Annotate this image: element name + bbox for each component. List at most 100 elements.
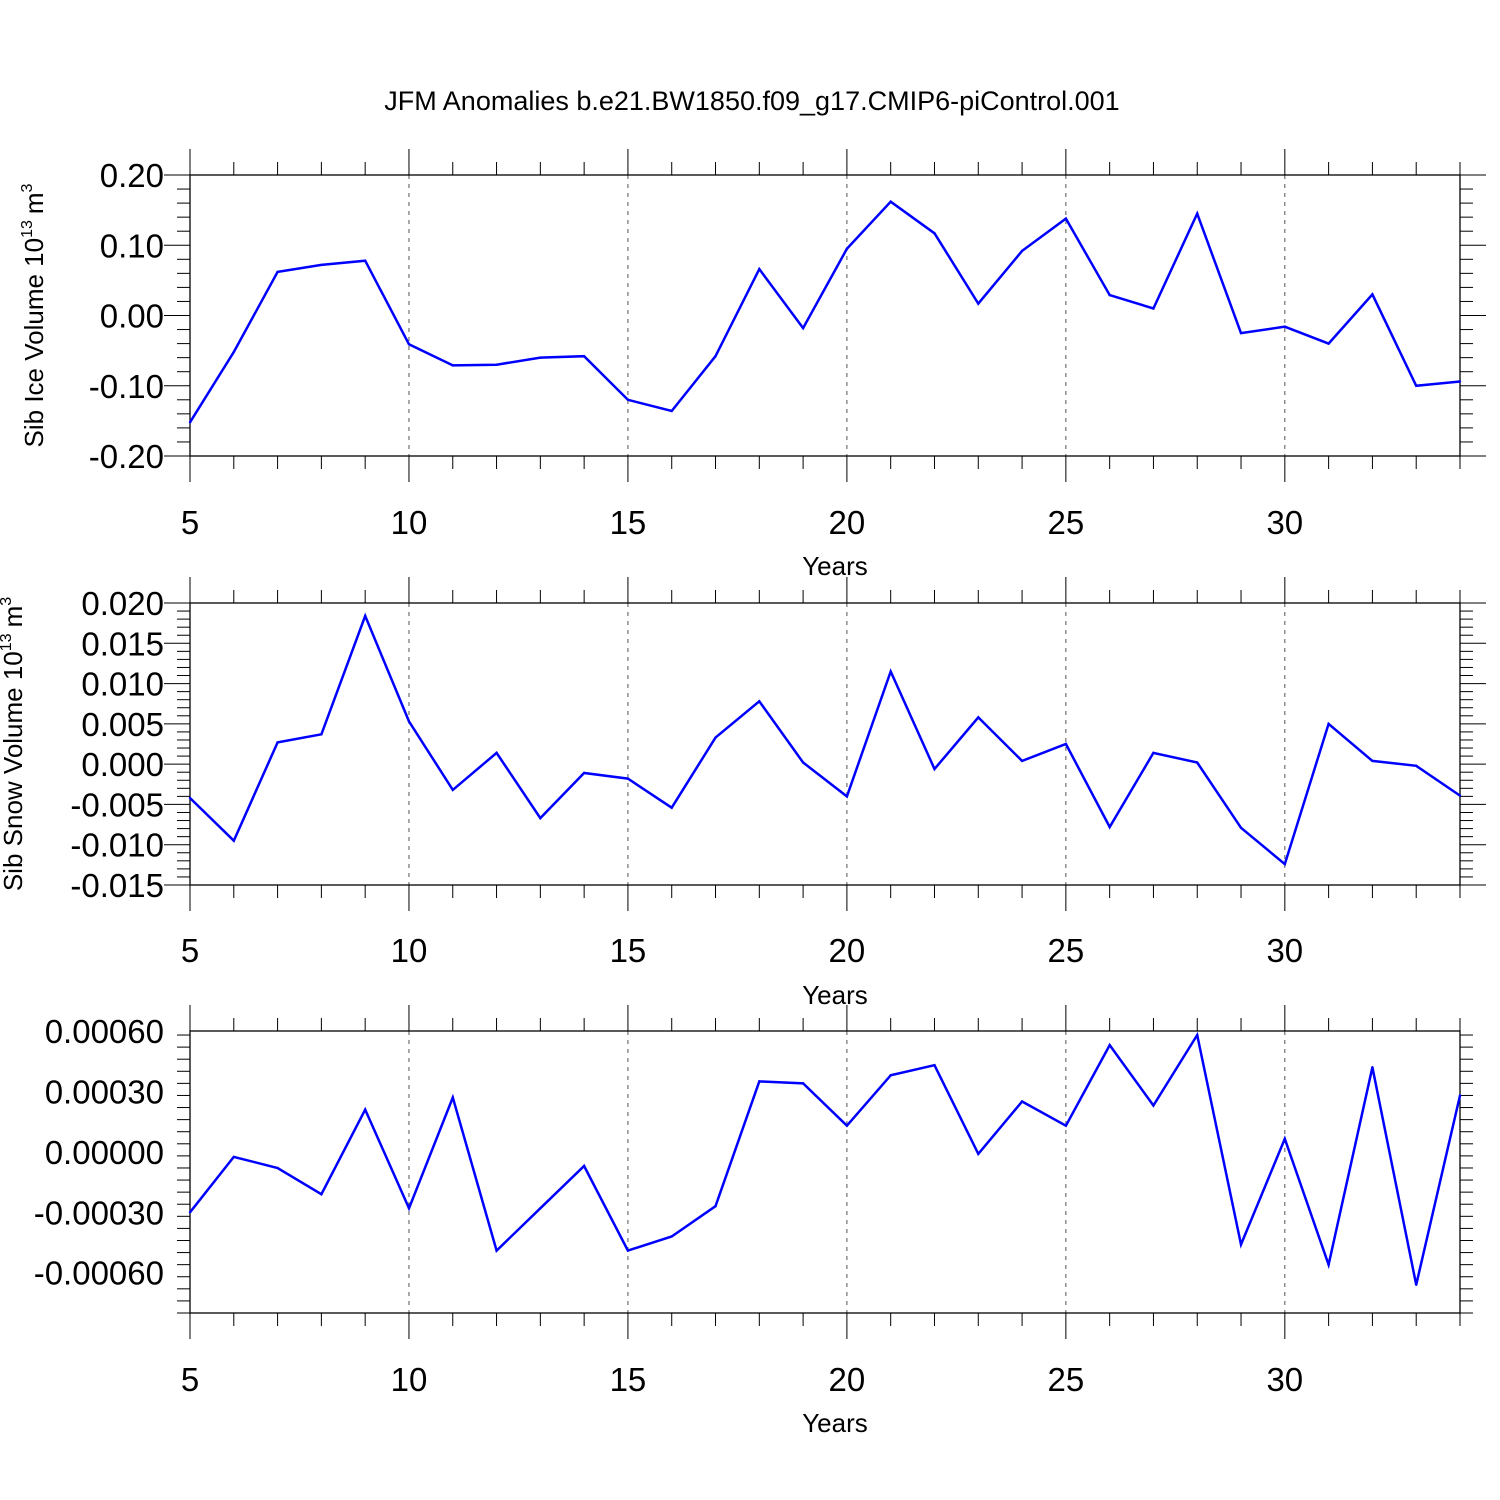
data-point — [1415, 1283, 1418, 1287]
x-axis-label: Years — [802, 551, 868, 581]
data-point — [1239, 331, 1243, 335]
data-point — [1327, 342, 1330, 345]
data-point — [276, 741, 279, 744]
y-tick-label: -0.005 — [70, 786, 164, 823]
x-tick-label: 30 — [1266, 1361, 1303, 1398]
series-line — [188, 200, 1461, 423]
data-point — [977, 1152, 980, 1156]
data-point — [1020, 1100, 1024, 1103]
x-tick-label: 25 — [1048, 504, 1085, 541]
x-tick-label: 20 — [829, 932, 866, 969]
data-point — [451, 1096, 454, 1099]
y-tick-label: -0.20 — [89, 438, 164, 475]
data-point — [1371, 759, 1374, 763]
data-point — [363, 259, 367, 262]
x-axis-label: Years — [802, 1408, 868, 1438]
y-tick-label: 0.00060 — [45, 1013, 164, 1050]
x-tick-label: 10 — [391, 504, 428, 541]
data-point — [845, 795, 849, 798]
data-point — [670, 1235, 673, 1238]
y-axis-label-unit-exponent: 3 — [19, 183, 36, 192]
data-point — [407, 1207, 411, 1210]
x-tick-label: 20 — [829, 1361, 866, 1398]
x-tick-label: 25 — [1048, 932, 1085, 969]
y-axis-label-unit: m — [19, 192, 49, 214]
data-point — [1152, 307, 1155, 310]
y-tick-label: 0.00 — [100, 298, 164, 335]
data-point — [889, 1074, 892, 1077]
data-point — [758, 267, 761, 271]
data-point — [626, 398, 630, 401]
data-point — [1020, 759, 1024, 763]
y-tick-label: -0.00060 — [34, 1255, 164, 1292]
data-point — [1108, 1043, 1111, 1047]
data-point — [1327, 722, 1330, 726]
x-tick-label: 5 — [181, 504, 199, 541]
data-point — [1371, 1066, 1374, 1069]
data-point — [758, 700, 761, 703]
x-tick-label: 10 — [391, 932, 428, 969]
data-point — [845, 1124, 849, 1127]
data-point — [1458, 1094, 1462, 1097]
data-point — [188, 1211, 192, 1214]
data-point — [670, 409, 673, 413]
x-tick-label: 5 — [181, 932, 199, 969]
data-point — [714, 1205, 717, 1208]
data-point — [407, 343, 411, 346]
y-axis-label-exponent: 13 — [0, 633, 15, 651]
data-point — [539, 816, 542, 820]
data-point — [845, 247, 849, 250]
y-tick-label: 0.010 — [81, 666, 164, 703]
data-point — [495, 363, 498, 366]
data-point — [1108, 825, 1111, 829]
data-point — [1283, 1137, 1287, 1140]
x-tick-label: 15 — [610, 932, 647, 969]
data-point — [1196, 212, 1199, 215]
data-point — [1152, 1104, 1155, 1107]
x-tick-label: 30 — [1266, 932, 1303, 969]
y-axis-label: Sib Snow Volume 1013 m3 — [0, 597, 28, 891]
data-point — [801, 761, 805, 764]
plot-frame — [189, 1030, 1461, 1314]
figure-title: JFM Anomalies b.e21.BW1850.f09_g17.CMIP6… — [384, 86, 1119, 116]
data-point — [1196, 761, 1199, 764]
data-point — [977, 716, 980, 719]
y-axis-label: Sib Ice Volume 1013 m3 — [19, 183, 49, 447]
data-point — [495, 751, 498, 755]
data-point — [232, 350, 235, 354]
data-point — [1283, 325, 1287, 328]
data-point — [451, 364, 454, 367]
data-point — [276, 270, 279, 274]
data-point — [801, 1082, 805, 1085]
data-point — [1108, 293, 1111, 297]
data-point — [582, 771, 586, 775]
x-tick-label: 10 — [391, 1361, 428, 1398]
series-line — [189, 1031, 1462, 1286]
x-tick-label: 5 — [181, 1361, 199, 1398]
data-point — [626, 777, 630, 780]
y-tick-label: -0.10 — [89, 368, 164, 405]
data-point — [933, 767, 936, 771]
plot-frame — [189, 174, 1461, 457]
y-tick-label: 0.20 — [100, 157, 164, 194]
y-tick-label: -0.015 — [70, 867, 164, 904]
y-tick-label: 0.005 — [81, 706, 164, 743]
y-tick-label: 0.00000 — [45, 1134, 164, 1171]
data-point — [626, 1249, 630, 1252]
y-axis-label-unit-exponent: 3 — [0, 597, 15, 606]
panel-2: 5 10 15 20 25 30Years-0.015-0.010-0.0050.0000… — [0, 577, 1486, 1010]
data-point — [407, 720, 411, 723]
data-point — [1458, 380, 1462, 383]
data-point — [495, 1249, 498, 1252]
data-point — [758, 1080, 761, 1083]
y-tick-label: -0.00030 — [34, 1194, 164, 1231]
data-point — [1020, 249, 1024, 253]
data-point — [232, 839, 235, 842]
data-point — [1283, 862, 1287, 866]
y-axis-label-unit: m — [0, 606, 28, 628]
data-point — [714, 736, 717, 739]
data-point — [1458, 794, 1462, 797]
data-point — [1415, 384, 1418, 387]
data-point — [933, 1064, 936, 1067]
